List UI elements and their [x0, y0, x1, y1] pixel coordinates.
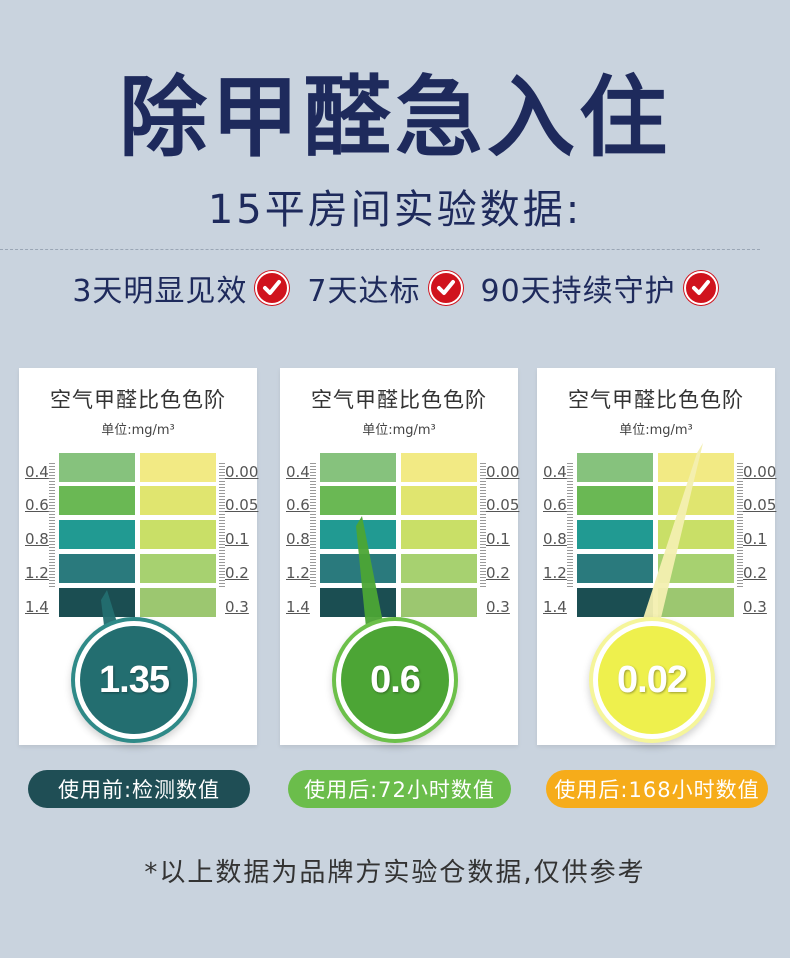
effect-item: 3天明显见效 [72, 266, 290, 310]
divider [0, 249, 760, 250]
reading-pointer [627, 443, 703, 668]
pill-before: 使用前:检测数值 [28, 770, 250, 808]
effect-item: 7天达标 [307, 266, 463, 310]
swatch-right [401, 554, 477, 583]
left-ruler [567, 463, 573, 589]
color-chart-card-before: 空气甲醛比色色阶 单位:mg/m³ 0.4 0.6 0.8 1.2 1.4 0.00 0.05 0… [19, 368, 258, 745]
red-check-icon [428, 271, 463, 305]
effect-item: 90天持续守护 [481, 266, 718, 310]
reading-badge: 1.35 [80, 626, 188, 734]
left-ruler [49, 463, 55, 589]
swatch-left [59, 453, 135, 482]
swatch-left [577, 554, 653, 583]
swatch-left [320, 453, 396, 482]
swatch-left [577, 453, 653, 482]
swatch-right [140, 486, 216, 515]
swatch-left [59, 520, 135, 549]
right-ruler [737, 463, 743, 589]
swatch-right [401, 453, 477, 482]
red-check-icon [255, 271, 290, 305]
effect-label: 3天明显见效 [72, 274, 248, 309]
page-title: 除甲醛急入住 [118, 66, 671, 169]
pill-label: 使用后:168小时数值 [554, 778, 760, 802]
card-unit: 单位:mg/m³ [619, 423, 693, 438]
pill-72h: 使用后:72小时数值 [288, 770, 511, 808]
footnote: *以上数据为品牌方实验仓数据,仅供参考 [144, 858, 646, 888]
swatch-right [140, 554, 216, 583]
right-ruler [219, 463, 225, 589]
swatch-right [401, 486, 477, 515]
effect-label: 7天达标 [307, 274, 421, 309]
swatch-left [59, 588, 135, 617]
card-unit: 单位:mg/m³ [101, 423, 175, 438]
card-title: 空气甲醛比色色阶 [50, 388, 226, 412]
effect-label: 90天持续守护 [480, 274, 676, 309]
card-title: 空气甲醛比色色阶 [568, 388, 744, 412]
reading-value: 1.35 [99, 658, 170, 701]
swatch-left [577, 588, 653, 617]
effects-row: 3天明显见效 7天达标 90天持续守护 [0, 266, 790, 310]
swatch-left [320, 554, 396, 583]
swatch-left [320, 486, 396, 515]
swatch-right [658, 588, 734, 617]
reading-value: 0.6 [370, 658, 421, 701]
swatch-left [59, 486, 135, 515]
right-ruler [480, 463, 486, 589]
swatch-left [320, 588, 396, 617]
reading-value: 0.02 [617, 658, 688, 701]
swatch-left [577, 520, 653, 549]
swatch-right [140, 520, 216, 549]
reading-badge: 0.02 [598, 626, 706, 734]
card-unit: 单位:mg/m³ [362, 423, 436, 438]
reading-badge: 0.6 [341, 626, 449, 734]
swatch-right [140, 588, 216, 617]
color-chart-card-168h: 空气甲醛比色色阶 单位:mg/m³ 0.4 0.6 0.8 1.2 1.4 0.00 0.05 0… [537, 368, 776, 745]
card-title: 空气甲醛比色色阶 [311, 388, 487, 412]
swatch-left [59, 554, 135, 583]
red-check-icon [683, 271, 718, 305]
pill-label: 使用后:72小时数值 [304, 778, 495, 802]
left-ruler [310, 463, 316, 589]
pill-168h: 使用后:168小时数值 [546, 770, 768, 808]
swatch-right [401, 520, 477, 549]
pill-label: 使用前:检测数值 [57, 778, 221, 802]
swatch-right [658, 486, 734, 515]
page-subtitle: 15平房间实验数据: [207, 187, 583, 233]
swatch-right [140, 453, 216, 482]
color-chart-card-72h: 空气甲醛比色色阶 单位:mg/m³ 0.4 0.6 0.8 1.2 1.4 0.00 0.05 0… [280, 368, 519, 745]
swatch-right [401, 588, 477, 617]
swatch-left [577, 486, 653, 515]
